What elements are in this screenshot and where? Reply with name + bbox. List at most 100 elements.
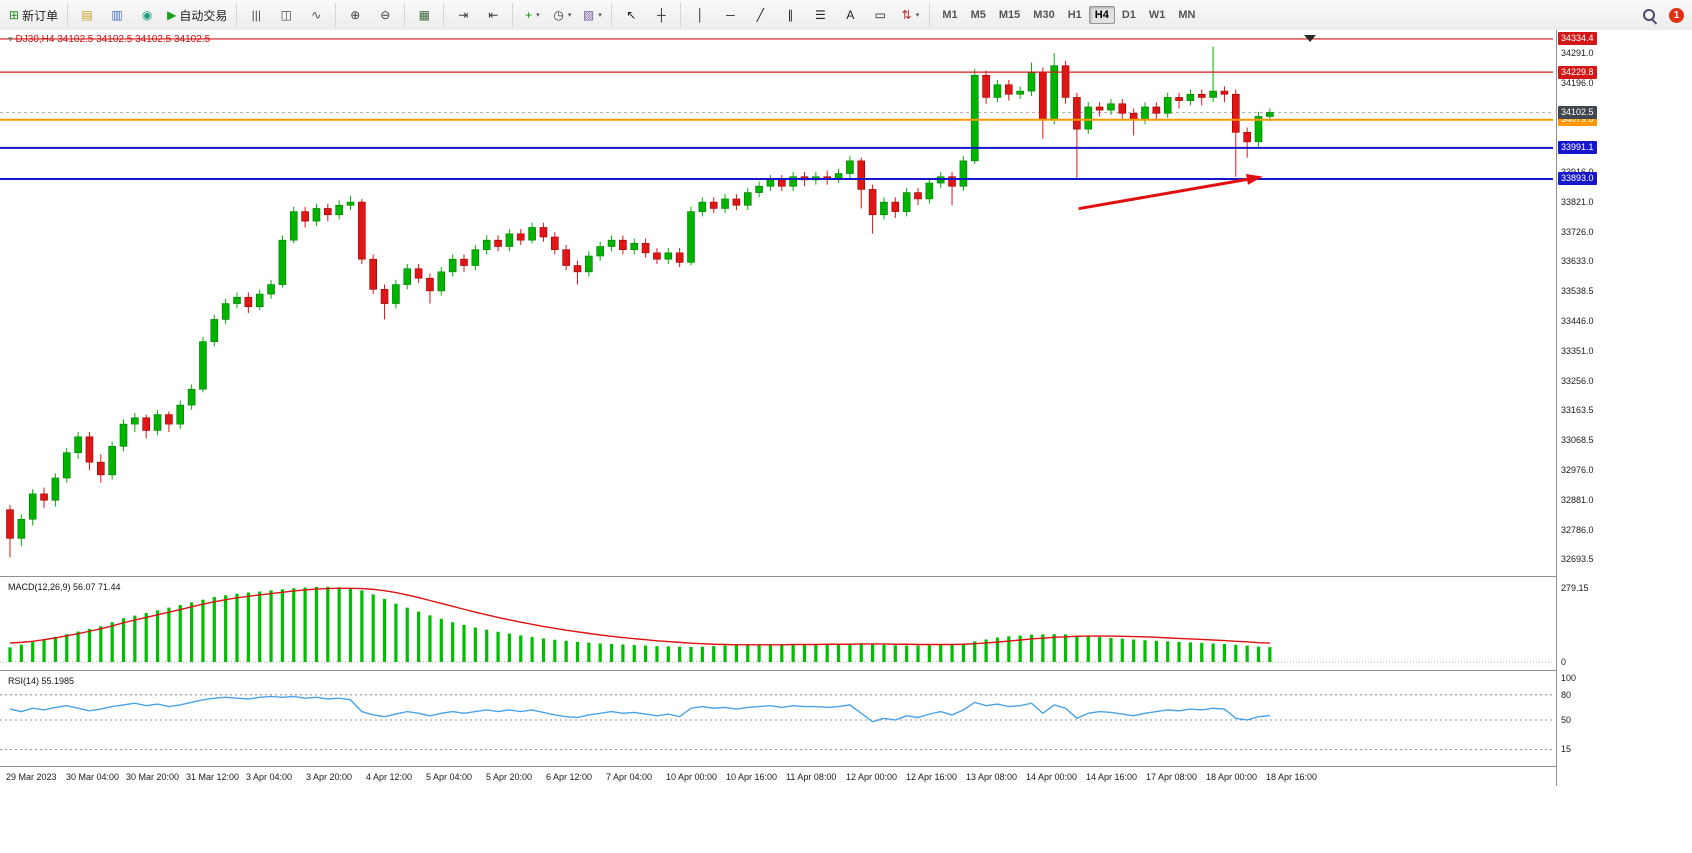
template-icon: ▧ [582, 8, 595, 22]
auto-scroll-icon: ⇥ [458, 8, 469, 22]
zoom-out-icon: ⊖ [380, 8, 391, 22]
navigator-icon[interactable]: ◉ [133, 3, 161, 27]
market-watch-icon[interactable]: ▤ [73, 3, 101, 27]
text-label-icon[interactable]: ▭ [866, 3, 894, 27]
search-icon[interactable] [1642, 8, 1657, 23]
macd-panel[interactable]: MACD(12,26,9) 56.07 71.44 [0, 577, 1556, 670]
price-chart-panel[interactable]: ▾ DJ30,H4 34102.5 34102.5 34102.5 34102.5 [0, 30, 1556, 576]
new-order-button[interactable]: ⊞ 新订单 [5, 3, 62, 27]
autotrading-button-label: 自动交易 [179, 8, 228, 23]
toolbar-groups: ⊞ 新订单 ▤ ▥ ◉ ▶ 自动交易 ||| ◫ ∿ ⊕ ⊖ ▦ ⇥ ⇤ + ▾ ◷ ▾ ▧ ▾ ↖ ┼ │ ─ ╱ ∥ ☰ A ▭ ⇅ ▾ [0, 3, 931, 27]
time-axis-label: 17 Apr 08:00 [1146, 772, 1198, 782]
cursor-icon: ↖ [626, 8, 637, 22]
new-order-button-label: 新订单 [22, 8, 59, 23]
macd-histogram [8, 586, 1272, 662]
dropdown-arrow-icon: ▾ [567, 12, 572, 19]
panel-separator[interactable] [0, 576, 1692, 577]
price-axis-label: 33351.0 [1561, 345, 1594, 356]
line-chart-icon: ∿ [311, 8, 322, 22]
timeframe-mn[interactable]: MN [1178, 9, 1196, 21]
rsi-scale-label: 100 [1561, 673, 1577, 683]
panel-separator[interactable] [0, 670, 1692, 671]
trendline-icon[interactable]: ╱ [746, 3, 774, 27]
periods-button[interactable]: ◷ ▾ [548, 3, 576, 27]
time-axis-label: 3 Apr 04:00 [246, 772, 293, 782]
bar-chart-icon[interactable]: ||| [242, 3, 270, 27]
zoom-in-icon[interactable]: ⊕ [341, 3, 369, 27]
zoom-out-icon[interactable]: ⊖ [371, 3, 399, 27]
candlestick-chart-icon[interactable]: ◫ [272, 3, 300, 27]
rsi-panel[interactable]: RSI(14) 55.1985 [0, 671, 1556, 766]
timeframe-m30[interactable]: M30 [1033, 9, 1055, 21]
text-icon[interactable]: A [836, 3, 864, 27]
price-axis-label: 32786.0 [1561, 525, 1594, 536]
time-axis-label: 29 Mar 2023 [6, 772, 57, 782]
timeframe-m1[interactable]: M1 [942, 9, 958, 21]
time-axis-label: 4 Apr 12:00 [366, 772, 413, 782]
price-axis-label: 32693.5 [1561, 554, 1594, 565]
candles-layer [6, 46, 1274, 558]
toolbar: ⊞ 新订单 ▤ ▥ ◉ ▶ 自动交易 ||| ◫ ∿ ⊕ ⊖ ▦ ⇥ ⇤ + ▾ ◷ ▾ ▧ ▾ ↖ ┼ │ ─ ╱ ∥ ☰ A ▭ ⇅ ▾ … [0, 0, 1692, 31]
time-axis-label: 10 Apr 16:00 [726, 772, 778, 782]
autotrading-button[interactable]: ▶ 自动交易 [163, 3, 231, 27]
timeframe-h4[interactable]: H4 [1088, 6, 1115, 24]
price-level-label: 33991.1 [1558, 141, 1597, 155]
time-axis-label: 14 Apr 16:00 [1086, 772, 1138, 782]
price-level-label: 34229.8 [1558, 65, 1597, 79]
toolbar-group: ||| ◫ ∿ [237, 3, 337, 27]
horizontal-line-icon[interactable]: ─ [716, 3, 744, 27]
time-axis-label: 18 Apr 16:00 [1266, 772, 1318, 782]
timeframe-d1[interactable]: D1 [1121, 9, 1136, 21]
price-axis-separator [1556, 30, 1557, 786]
bar-chart-icon: ||| [251, 8, 261, 22]
indicators-button[interactable]: + ▾ [518, 3, 546, 27]
cursor-icon[interactable]: ↖ [617, 3, 645, 27]
line-chart-icon[interactable]: ∿ [302, 3, 330, 27]
timeframe-h1[interactable]: H1 [1067, 9, 1082, 21]
equidistant-channel-icon[interactable]: ∥ [776, 3, 804, 27]
vertical-line-icon[interactable]: │ [686, 3, 714, 27]
time-axis-label: 30 Mar 04:00 [66, 772, 120, 782]
price-level-label: 33893.0 [1558, 172, 1597, 186]
price-axis-label: 33163.5 [1561, 405, 1594, 416]
indicators-plus-icon: + [525, 8, 533, 22]
price-axis-label: 33916.0 [1561, 167, 1594, 177]
toolbar-right: 1 [1642, 0, 1684, 30]
crosshair-icon[interactable]: ┼ [647, 3, 675, 27]
chart-shift-icon: ⇤ [488, 8, 499, 22]
timeframe-w1[interactable]: W1 [1148, 9, 1166, 21]
new-order-icon: ⊞ [9, 8, 20, 22]
templates-button[interactable]: ▧ ▾ [578, 3, 606, 27]
panel-separator[interactable] [0, 766, 1692, 767]
chart-shift-icon[interactable]: ⇤ [479, 3, 507, 27]
rsi-scale-label: 80 [1561, 689, 1572, 700]
timeframe-m5[interactable]: M5 [970, 9, 986, 21]
timeframe-m15[interactable]: M15 [998, 9, 1021, 21]
trendline-icon: ╱ [756, 8, 764, 22]
current-price-label: 34102.5 [1558, 105, 1597, 119]
auto-scroll-icon[interactable]: ⇥ [449, 3, 477, 27]
macd-label: MACD(12,26,9) 56.07 71.44 [8, 582, 121, 592]
arrows-icon[interactable]: ⇅ ▾ [896, 3, 924, 27]
fibonacci-icon[interactable]: ☰ [806, 3, 834, 27]
price-axis-label: 33256.0 [1561, 375, 1594, 386]
rsi-scale-label: 50 [1561, 715, 1572, 725]
toolbar-group: ⊕ ⊖ [336, 3, 406, 27]
data-window-icon[interactable]: ▥ [103, 3, 131, 27]
time-axis[interactable]: 29 Mar 2023 30 Mar 04:00 30 Mar 20:00 31 Ma… [0, 767, 1556, 789]
tile-windows-icon[interactable]: ▦ [410, 3, 438, 27]
horizontal-line-icon: ─ [726, 8, 735, 22]
toolbar-group: │ ─ ╱ ∥ ☰ A ▭ ⇅ ▾ [681, 3, 931, 27]
dropdown-arrow-icon: ▾ [915, 12, 920, 19]
notification-badge[interactable]: 1 [1669, 7, 1684, 23]
candlestick-chart-icon: ◫ [280, 8, 292, 22]
time-axis-label: 7 Apr 04:00 [606, 772, 653, 782]
price-axis-label: 34291.0 [1561, 47, 1594, 58]
toolbar-group: ▦ [405, 3, 445, 27]
price-axis[interactable]: 34291.0 34196.0 33916.0 33821.0 33726.0 33633… [1557, 30, 1692, 786]
toolbar-group: + ▾ ◷ ▾ ▧ ▾ [513, 3, 613, 27]
market-watch-icon: ▤ [81, 8, 93, 22]
one-click-trading-arrow-icon[interactable]: ▾ [8, 34, 13, 44]
price-axis-label: 34196.0 [1561, 77, 1594, 88]
